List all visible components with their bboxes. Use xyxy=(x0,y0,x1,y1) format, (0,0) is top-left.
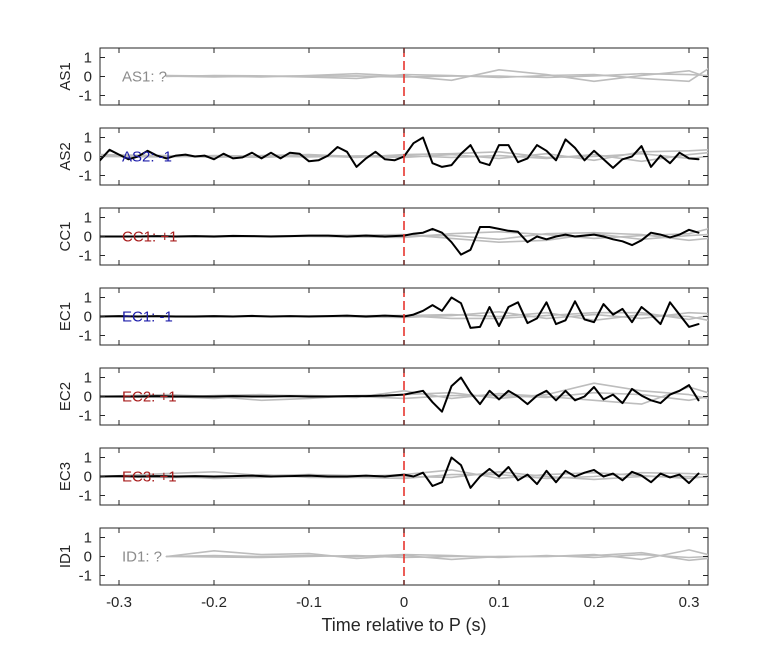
y-axis-label: EC1 xyxy=(57,302,74,331)
panel-id1: ID1: ? 1 0 -1 ID1 xyxy=(57,527,709,586)
y-tick-label: -1 xyxy=(79,88,92,105)
panel-traces xyxy=(100,208,708,265)
panel-ec2: EC2: +1 1 0 -1 EC2 xyxy=(57,367,709,426)
panel-annotation: EC2: +1 xyxy=(122,389,177,406)
x-tick-label: -0.1 xyxy=(296,594,322,611)
panel-annotation: EC1: -1 xyxy=(122,309,173,326)
panel-annotation: AS1: ? xyxy=(122,69,167,86)
y-tick-label: -1 xyxy=(79,568,92,585)
panel-ec1: EC1: -1 1 0 -1 EC1 xyxy=(57,287,709,346)
panel-ec3: EC3: +1 1 0 -1 EC3 xyxy=(57,447,709,506)
y-axis-label: AS2 xyxy=(57,142,74,170)
background-trace-1 xyxy=(165,549,708,561)
y-axis-label: ID1 xyxy=(57,545,74,568)
x-axis-label: Time relative to P (s) xyxy=(321,615,486,635)
x-tick-label: 0.1 xyxy=(489,594,510,611)
background-trace-1 xyxy=(100,469,708,480)
y-tick-label: -1 xyxy=(79,328,92,345)
primary-trace xyxy=(100,376,700,413)
panel-annotation: EC3: +1 xyxy=(122,469,177,486)
panel-traces xyxy=(165,48,708,105)
x-tick-label: -0.2 xyxy=(201,594,227,611)
y-axis-label: EC3 xyxy=(57,462,74,491)
x-axis: -0.3 -0.2 -0.1 0 0.1 0.2 0.3 Time relative to P… xyxy=(106,594,699,635)
y-tick-label: 1 xyxy=(84,530,92,547)
y-tick-label: 0 xyxy=(84,69,92,86)
y-tick-label: 1 xyxy=(84,290,92,307)
panel-annotation: CC1: +1 xyxy=(122,229,177,246)
y-tick-label: -1 xyxy=(79,168,92,185)
background-trace-3 xyxy=(165,551,708,562)
primary-trace xyxy=(100,456,700,489)
y-tick-label: -1 xyxy=(79,248,92,265)
y-axis-label: AS1 xyxy=(57,62,74,90)
x-tick-label: 0 xyxy=(400,594,408,611)
y-tick-label: -1 xyxy=(79,488,92,505)
primary-trace xyxy=(100,136,700,169)
y-tick-label: 1 xyxy=(84,370,92,387)
primary-trace xyxy=(100,296,700,329)
panel-traces xyxy=(100,368,708,425)
y-tick-label: 1 xyxy=(84,50,92,67)
x-tick-label: -0.3 xyxy=(106,594,132,611)
x-tick-label: 0.3 xyxy=(679,594,700,611)
panel-traces xyxy=(100,288,708,345)
panel-annotation: ID1: ? xyxy=(122,549,162,566)
panel-as2: AS2: -1 1 0 -1 AS2 xyxy=(57,127,709,186)
y-tick-label: 0 xyxy=(84,389,92,406)
y-tick-label: -1 xyxy=(79,408,92,425)
panel-traces xyxy=(165,528,708,585)
y-tick-label: 0 xyxy=(84,309,92,326)
y-tick-label: 1 xyxy=(84,210,92,227)
y-tick-label: 0 xyxy=(84,549,92,566)
y-tick-label: 0 xyxy=(84,149,92,166)
panel-traces xyxy=(100,128,708,185)
panel-traces xyxy=(100,448,708,505)
y-axis-label: CC1 xyxy=(57,221,74,251)
background-trace-3 xyxy=(100,470,708,481)
y-tick-label: 1 xyxy=(84,130,92,147)
y-tick-label: 0 xyxy=(84,469,92,486)
panel-as1: AS1: ? 1 0 -1 AS1 xyxy=(57,47,709,106)
primary-trace xyxy=(100,226,700,256)
y-tick-label: 1 xyxy=(84,450,92,467)
x-tick-label: 0.2 xyxy=(584,594,605,611)
background-trace-2 xyxy=(165,553,708,559)
panel-annotation: AS2: -1 xyxy=(122,149,172,166)
panel-cc1: CC1: +1 1 0 -1 CC1 xyxy=(57,207,709,266)
background-trace-3 xyxy=(165,72,708,79)
y-tick-label: 0 xyxy=(84,229,92,246)
y-axis-label: EC2 xyxy=(57,382,74,411)
